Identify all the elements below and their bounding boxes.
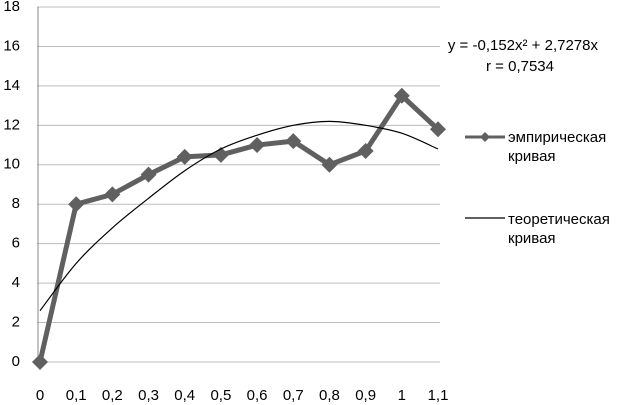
- x-tick-label: 1: [398, 387, 406, 404]
- legend-label: теоретическая кривая: [508, 211, 610, 247]
- marker: [32, 354, 48, 370]
- correlation: r = 0,7534: [486, 58, 554, 75]
- y-tick-label: 4: [12, 274, 20, 291]
- y-tick-label: 18: [3, 0, 20, 15]
- legend-label: эмпирическая кривая: [508, 129, 607, 165]
- marker: [249, 137, 266, 154]
- y-tick-label: 6: [12, 235, 20, 252]
- x-tick-label: 0,4: [174, 387, 195, 404]
- x-tick-label: 0,5: [210, 387, 231, 404]
- y-tick-label: 16: [3, 37, 20, 54]
- x-tick-label: 0,8: [319, 387, 340, 404]
- y-tick-label: 10: [3, 156, 20, 173]
- marker: [104, 186, 121, 203]
- equation: y = -0,152x² + 2,7278x: [448, 37, 599, 54]
- marker: [430, 121, 446, 138]
- marker: [321, 156, 338, 173]
- y-tick-label: 12: [3, 116, 20, 133]
- x-tick-label: 0,9: [355, 387, 376, 404]
- y-tick-label: 14: [3, 77, 20, 94]
- x-tick-label: 0: [36, 387, 44, 404]
- y-tick-label: 0: [12, 353, 20, 370]
- x-tick-label: 0,3: [138, 387, 159, 404]
- marker: [393, 87, 410, 104]
- marker: [68, 196, 85, 213]
- y-tick-label: 8: [12, 195, 20, 212]
- marker: [140, 166, 157, 183]
- marker: [285, 133, 302, 150]
- x-tick-label: 1,1: [428, 387, 449, 404]
- series-line: [39, 120, 439, 312]
- marker: [176, 148, 193, 165]
- x-tick-label: 0,7: [283, 387, 304, 404]
- legend-marker: [480, 132, 490, 142]
- x-tick-label: 0,1: [66, 387, 87, 404]
- x-tick-label: 0,6: [247, 387, 268, 404]
- y-tick-label: 2: [12, 314, 20, 331]
- marker: [357, 142, 374, 159]
- x-tick-label: 0,2: [102, 387, 123, 404]
